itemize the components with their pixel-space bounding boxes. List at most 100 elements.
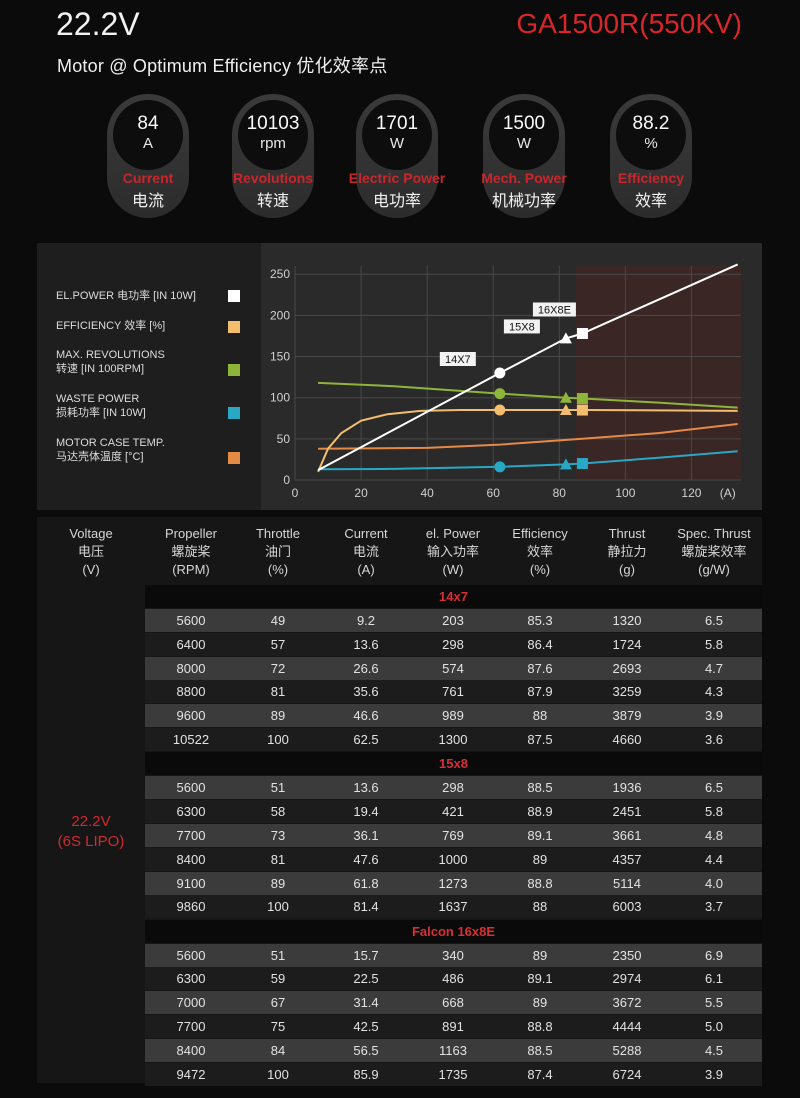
stat-value: 1500 [502,113,546,134]
table-cell: 85.9 [353,1066,379,1082]
motor-model-title: GA1500R(550KV) [516,8,742,39]
table-cell: 47.6 [353,851,379,867]
table-cell: 87.9 [527,684,553,700]
table-cell: 4444 [612,1019,642,1034]
table-cell: 6300 [176,971,206,987]
header-line-en: Voltage [69,526,113,541]
stat-label-zh: 电流 [131,193,164,210]
header-line-zh: 效率 [526,544,553,559]
stat-circle: 10103 rpm [238,100,308,170]
marker-16X8E-power [576,327,588,339]
legend-efficiency: EFFICIENCY 效率 [%] [56,319,165,333]
table-cell: 13.6 [353,780,379,796]
table-cell: 5.0 [704,1019,724,1034]
table-cell: 89 [532,947,548,963]
marker-callout-label: 15X8 [509,321,535,333]
table-cell: 2350 [612,947,642,963]
table-cell: 1320 [612,613,642,628]
stat-revolutions: 10103 rpm Revolutions 转速 [232,94,314,218]
stat-label-zh: 机械功率 [491,193,556,210]
table-cell: 2451 [612,804,642,820]
legend-label-2: 转速 [IN 100RPM] [56,363,145,375]
table-row: 7000 67 31.4 668 89 3672 5.5 [145,991,762,1015]
table-cell: 89 [270,708,286,724]
operating-region-shade [575,266,741,480]
stat-circle: 1701 W [362,100,432,170]
table-cell: 1273 [438,875,468,891]
series-line-4 [318,423,738,450]
table-cell: 5.5 [704,995,724,1011]
legend-el-power: EL.POWER 电功率 [IN 10W] [56,289,196,303]
voltage-label: 22.2V (6S LIPO) [37,812,145,852]
marker-callout-label: 16X8E [538,304,571,316]
table-cell: 486 [442,971,464,987]
table-cell: 5.8 [704,636,724,652]
marker-15X8-power [559,332,572,344]
y-tick-label: 100 [270,391,290,405]
table-cell: 57 [270,636,286,652]
header-line-en: Current [344,526,388,541]
table-cell: 574 [442,660,464,676]
header-line-unit: (RPM) [172,562,210,577]
table-row: 9860 100 81.4 1637 88 6003 3.7 [145,895,762,919]
marker-14X7-efficiency [494,404,506,416]
series-line-1 [317,409,738,473]
table-row: 8800 81 35.6 761 87.9 3259 4.3 [145,680,762,704]
table-cell: 340 [442,947,464,963]
table-cell: 203 [442,613,464,628]
table-cell: 51 [270,947,286,963]
x-tick-label: 80 [553,486,567,500]
header-line-en: Throttle [255,526,301,541]
header-line-zh: 油门 [264,544,291,559]
header-line-unit: (g/W) [698,562,730,577]
table-cell: 421 [442,804,464,820]
table-cell: 15.7 [353,947,379,963]
table-row: 5600 51 15.7 340 89 2350 6.9 [145,943,762,967]
table-cell: 1000 [438,851,468,867]
stat-current: 84 A Current 电流 [107,94,189,218]
table-cell: 6.9 [704,947,724,963]
table-cell: 22.5 [353,971,379,987]
y-tick-label: 50 [277,432,291,446]
table-cell: 3879 [612,708,642,724]
table-cell: 31.4 [353,995,379,1011]
header-line-zh: 电压 [77,544,104,559]
table-cell: 88 [532,708,548,724]
stat-circle: 1500 W [489,100,559,170]
y-tick-label: 0 [283,473,290,487]
table-cell: 4.7 [704,660,724,676]
table-row: 10522 100 62.5 1300 87.5 4660 3.6 [145,728,762,751]
stat-label-en: Mech. Power [481,170,567,186]
table-cell: 4660 [612,732,642,747]
header-line-unit: (V) [82,562,100,577]
legend-label: EL.POWER 电功率 [IN 10W] [56,290,196,302]
table-cell: 88.8 [527,875,553,891]
table-cell: 6.5 [704,613,724,628]
table-cell: 58 [270,804,286,820]
table-cell: 2693 [612,660,642,676]
x-tick-label: 40 [420,486,434,500]
legend-swatch-white [228,290,240,302]
propeller-group-header: 14x7 [145,585,762,608]
header-line-unit: (%) [267,562,289,577]
table-cell: 8400 [176,851,206,867]
legend-label: MAX. REVOLUTIONS [56,349,165,361]
table-row: 6300 58 19.4 421 88.9 2451 5.8 [145,800,762,824]
marker-callout-box [439,352,476,366]
table-cell: 6.5 [704,780,724,796]
table-cell: 73 [270,827,286,843]
table-header-5: Efficiency 效率 (%) [495,525,585,579]
marker-15X8-efficiency [559,404,572,416]
table-header-7: Spec. Thrust 螺旋桨效率 (g/W) [666,525,762,579]
legend-label: MOTOR CASE TEMP. [56,437,165,449]
table-header-6: Thrust 静拉力 (g) [587,525,667,579]
table-cell: 100 [267,732,289,747]
table-cell: 67 [270,995,286,1011]
marker-15X8-waste [559,458,572,470]
table-cell: 56.5 [353,1042,379,1058]
table-cell: 89.1 [527,971,553,987]
table-cell: 1936 [612,780,642,796]
table-cell: 36.1 [353,827,379,843]
x-unit-label: (A) [720,486,736,500]
x-tick-label: 100 [615,486,635,500]
